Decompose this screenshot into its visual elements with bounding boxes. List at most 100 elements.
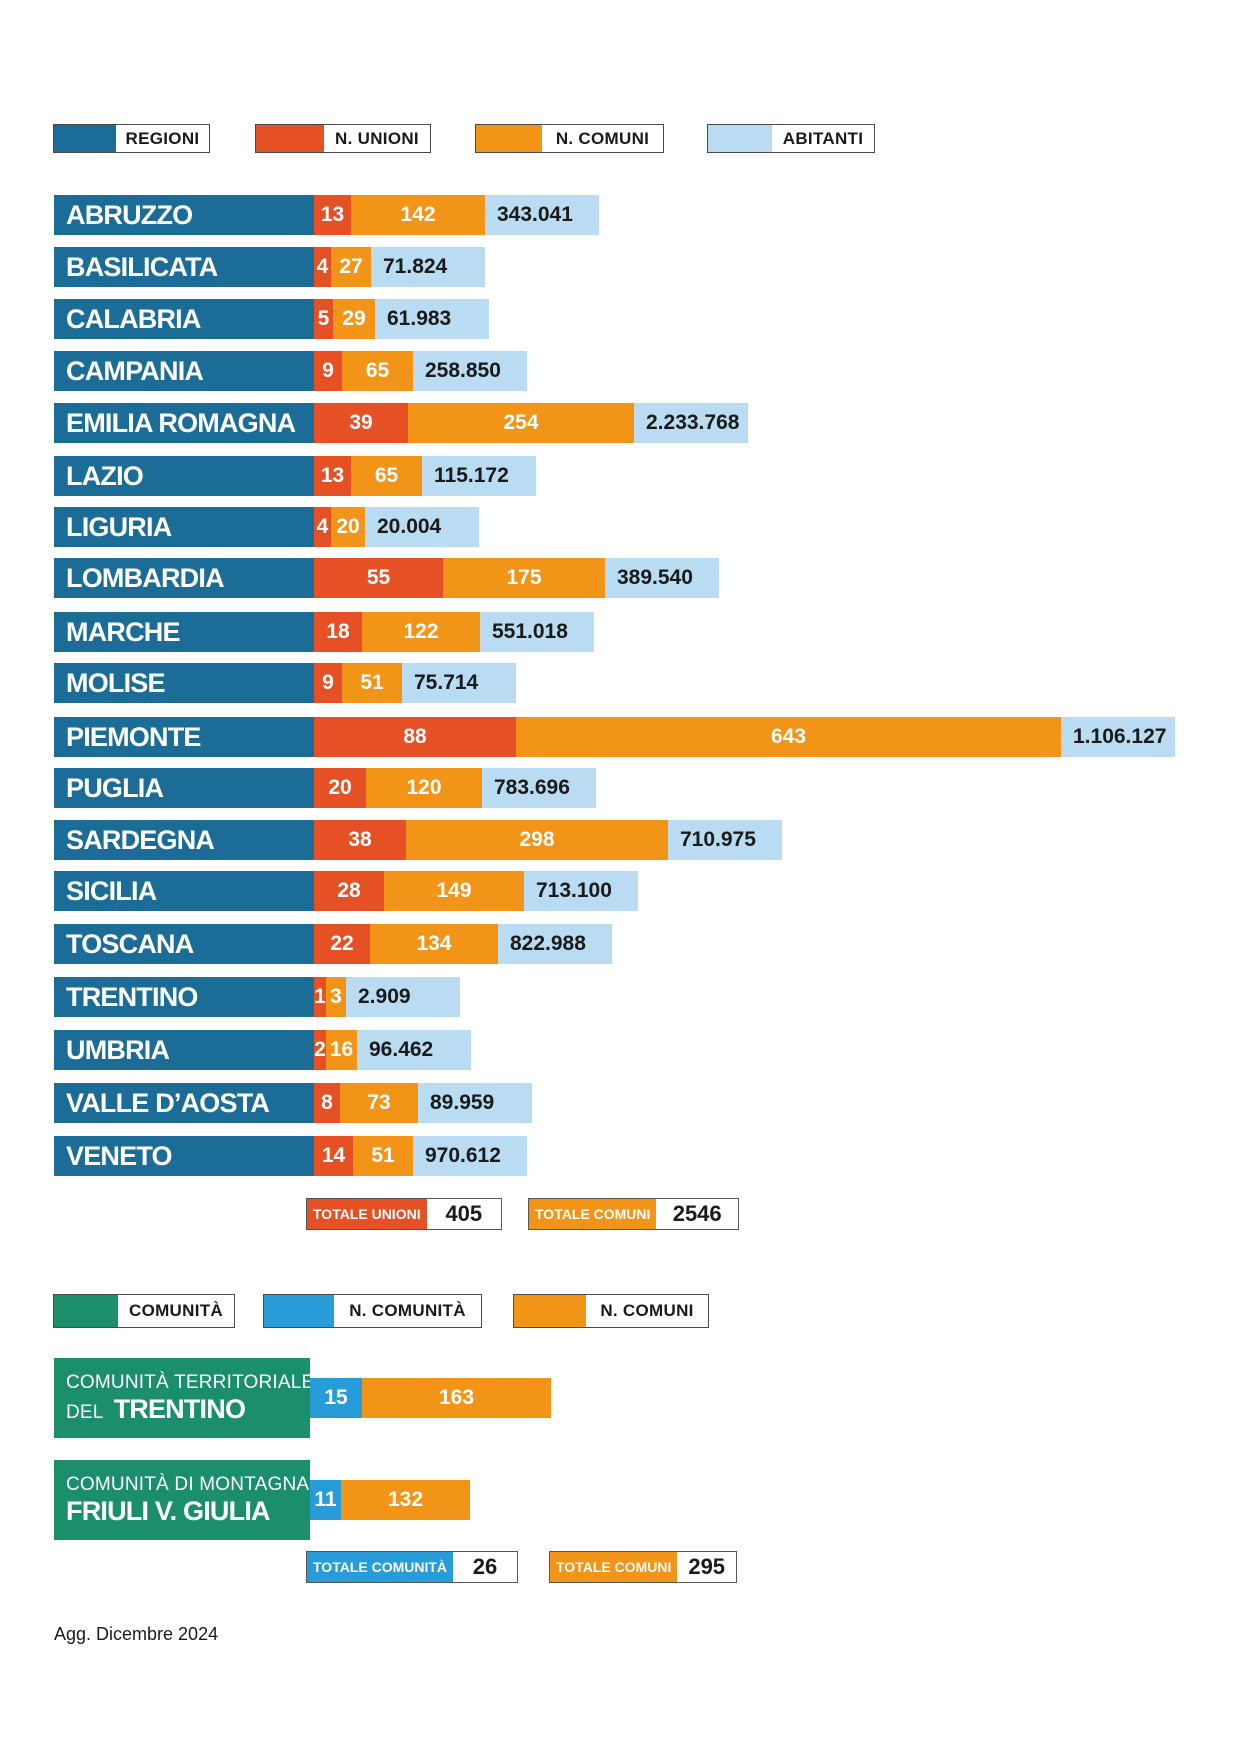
unioni-bar: 20 <box>314 768 366 808</box>
region-name: PIEMONTE <box>54 717 314 757</box>
community-n-comuni-bar: 132 <box>341 1480 470 1520</box>
legend-regioni: REGIONI <box>53 124 210 153</box>
region-name: UMBRIA <box>54 1030 314 1070</box>
community-name-box: COMUNITÀ DI MONTAGNA FRIULI V. GIULIA <box>54 1460 310 1540</box>
legend-comunita-label: COMUNITÀ <box>129 1301 223 1320</box>
abitanti-bar: 71.824 <box>371 247 485 287</box>
legend-abitanti: ABITANTI <box>707 124 875 153</box>
legend-regioni-label: REGIONI <box>125 128 200 148</box>
community-type: COMUNITÀ DI MONTAGNA <box>66 1473 310 1495</box>
unioni-bar: 88 <box>314 717 516 757</box>
region-name: TOSCANA <box>54 924 314 964</box>
abitanti-bar: 2.909 <box>346 977 460 1017</box>
community-row-trentino: COMUNITÀ TERRITORIALE DEL TRENTINO 15 163 <box>54 1358 551 1438</box>
unioni-bar: 13 <box>314 195 351 235</box>
region-name: PUGLIA <box>54 768 314 808</box>
total-comunita-value: 26 <box>472 1554 498 1579</box>
legend-n-comuni-community-label: N. COMUNI <box>600 1301 694 1320</box>
comuni-bar: 122 <box>362 612 480 652</box>
comuni-bar: 149 <box>384 871 524 911</box>
unioni-bar: 39 <box>314 403 408 443</box>
region-row: LIGURIA 4 20 20.004 <box>54 507 479 547</box>
region-name: SICILIA <box>54 871 314 911</box>
region-name: CAMPANIA <box>54 351 314 391</box>
abitanti-bar: 258.850 <box>413 351 527 391</box>
region-name: VENETO <box>54 1136 314 1176</box>
unioni-bar: 38 <box>314 820 406 860</box>
region-name: TRENTINO <box>54 977 314 1017</box>
legend-n-comunita-label: N. COMUNITÀ <box>349 1301 466 1320</box>
legend-comuni: N. COMUNI <box>475 124 664 153</box>
comuni-bar: 65 <box>351 456 422 496</box>
legend-n-comunita-swatch <box>264 1295 334 1327</box>
region-name: LAZIO <box>54 456 314 496</box>
abitanti-bar: 343.041 <box>485 195 599 235</box>
region-row: MARCHE 18 122 551.018 <box>54 612 594 652</box>
region-name: BASILICATA <box>54 247 314 287</box>
legend-comunita-swatch <box>54 1295 118 1327</box>
comuni-bar: 51 <box>342 663 402 703</box>
abitanti-bar: 713.100 <box>524 871 638 911</box>
legend-unioni-label: N. UNIONI <box>335 128 419 148</box>
abitanti-bar: 89.959 <box>418 1083 532 1123</box>
unioni-bar: 14 <box>314 1136 353 1176</box>
unioni-bar: 9 <box>314 351 342 391</box>
region-name: CALABRIA <box>54 299 314 339</box>
abitanti-bar: 970.612 <box>413 1136 527 1176</box>
unioni-bar: 22 <box>314 924 370 964</box>
unioni-bar: 4 <box>314 247 331 287</box>
region-name: LIGURIA <box>54 507 314 547</box>
region-row: TRENTINO 1 3 2.909 <box>54 977 460 1017</box>
abitanti-bar: 75.714 <box>402 663 516 703</box>
region-row: CALABRIA 5 29 61.983 <box>54 299 489 339</box>
region-row: CAMPANIA 9 65 258.850 <box>54 351 527 391</box>
unioni-bar: 8 <box>314 1083 340 1123</box>
community-name-box: COMUNITÀ TERRITORIALE DEL TRENTINO <box>54 1358 315 1438</box>
comuni-bar: 120 <box>366 768 482 808</box>
legend-comunita: COMUNITÀ <box>53 1294 235 1328</box>
abitanti-bar: 822.988 <box>498 924 612 964</box>
comuni-bar: 142 <box>351 195 485 235</box>
abitanti-bar: 115.172 <box>422 456 536 496</box>
total-unioni-box: TOTALE UNIONI 405 <box>306 1198 502 1230</box>
region-row: PUGLIA 20 120 783.696 <box>54 768 596 808</box>
footnote: Agg. Dicembre 2024 <box>54 1624 219 1644</box>
comuni-bar: 134 <box>370 924 498 964</box>
legend-abitanti-swatch <box>708 125 772 152</box>
community-name: DEL TRENTINO <box>66 1394 310 1425</box>
comuni-bar: 29 <box>333 299 375 339</box>
region-row: PIEMONTE 88 643 1.106.127 <box>54 717 1175 757</box>
abitanti-bar: 783.696 <box>482 768 596 808</box>
total-comunita-label: TOTALE COMUNITÀ <box>307 1552 454 1582</box>
total-comuni-box: TOTALE COMUNI 2546 <box>528 1198 739 1230</box>
unioni-bar: 55 <box>314 558 443 598</box>
total-comuni-community-box: TOTALE COMUNI 295 <box>549 1551 737 1583</box>
legend-unioni: N. UNIONI <box>255 124 431 153</box>
comuni-bar: 16 <box>326 1030 357 1070</box>
abitanti-bar: 1.106.127 <box>1061 717 1175 757</box>
region-row: VALLE D’AOSTA 8 73 89.959 <box>54 1083 532 1123</box>
unioni-bar: 4 <box>314 507 331 547</box>
unioni-bar: 1 <box>314 977 326 1017</box>
abitanti-bar: 551.018 <box>480 612 594 652</box>
total-comuni-community-label: TOTALE COMUNI <box>550 1552 678 1582</box>
legend-comuni-swatch <box>476 125 542 152</box>
comuni-bar: 3 <box>326 977 346 1017</box>
region-name: ABRUZZO <box>54 195 314 235</box>
legend-n-comunita: N. COMUNITÀ <box>263 1294 482 1328</box>
comuni-bar: 298 <box>406 820 668 860</box>
region-row: SICILIA 28 149 713.100 <box>54 871 638 911</box>
region-row: ABRUZZO 13 142 343.041 <box>54 195 599 235</box>
region-row: MOLISE 9 51 75.714 <box>54 663 516 703</box>
legend-abitanti-label: ABITANTI <box>782 128 864 148</box>
abitanti-bar: 61.983 <box>375 299 489 339</box>
total-comuni-community-value: 295 <box>688 1554 726 1579</box>
total-comuni-value: 2546 <box>672 1201 722 1226</box>
region-row: BASILICATA 4 27 71.824 <box>54 247 485 287</box>
community-prefix: DEL <box>66 1401 104 1423</box>
community-type: COMUNITÀ TERRITORIALE <box>66 1371 315 1393</box>
total-comuni-label: TOTALE COMUNI <box>529 1199 657 1229</box>
comuni-bar: 175 <box>443 558 605 598</box>
abitanti-bar: 389.540 <box>605 558 719 598</box>
community-row-friuli: COMUNITÀ DI MONTAGNA FRIULI V. GIULIA 11… <box>54 1460 470 1540</box>
